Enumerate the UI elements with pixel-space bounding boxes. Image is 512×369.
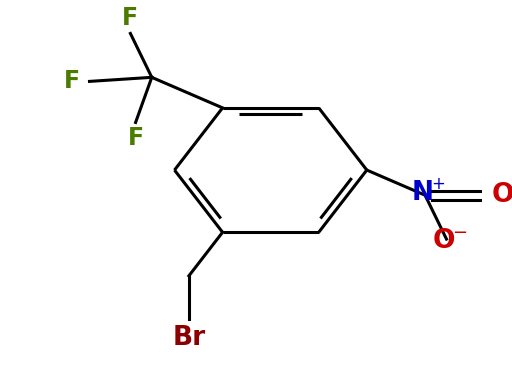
Text: N: N [412, 180, 434, 206]
Text: F: F [127, 126, 144, 150]
Text: +: + [432, 175, 445, 193]
Text: −: − [453, 224, 467, 242]
Text: F: F [64, 69, 80, 93]
Text: O: O [492, 182, 512, 208]
Text: F: F [122, 6, 138, 30]
Text: O: O [433, 228, 455, 254]
Text: Br: Br [173, 325, 205, 351]
